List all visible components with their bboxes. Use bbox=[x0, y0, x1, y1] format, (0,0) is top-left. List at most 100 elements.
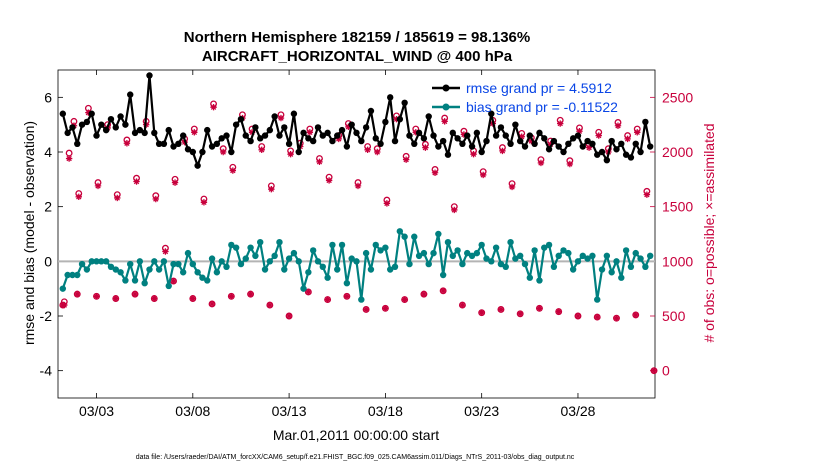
rmse-point bbox=[285, 140, 293, 147]
rmse-point bbox=[223, 132, 230, 139]
rmse-point bbox=[411, 140, 418, 147]
rmse-point bbox=[131, 129, 139, 137]
obs-assimilated-point bbox=[75, 193, 82, 201]
bias-point bbox=[131, 277, 139, 284]
obs-assimilated-point bbox=[85, 109, 92, 116]
y-right-tick-label: 1500 bbox=[662, 199, 693, 215]
bias-point bbox=[305, 269, 312, 276]
rmse-point bbox=[382, 118, 389, 126]
obs-assimilated-point bbox=[364, 146, 371, 154]
y-left-tick-label: -4 bbox=[40, 363, 53, 379]
bias-point bbox=[281, 266, 288, 273]
obs-assimilated-point bbox=[479, 171, 487, 179]
bias-point bbox=[642, 263, 649, 270]
obs-assimilated-point bbox=[229, 167, 237, 174]
bias-point bbox=[93, 258, 100, 265]
rmse-point bbox=[545, 146, 553, 153]
rmse-point bbox=[492, 132, 500, 139]
obs-low-assimilated-point bbox=[497, 306, 505, 313]
bias-point bbox=[565, 249, 572, 257]
obs-assimilated-point bbox=[441, 118, 448, 125]
obs-assimilated-point bbox=[219, 148, 227, 156]
bias-point bbox=[579, 252, 586, 260]
obs-assimilated-point bbox=[287, 150, 294, 158]
obs-low-assimilated-point bbox=[536, 305, 543, 312]
bias-point bbox=[387, 266, 394, 273]
rmse-point bbox=[622, 151, 630, 158]
y-left-tick-label: -2 bbox=[40, 308, 53, 324]
rmse-point bbox=[502, 132, 509, 139]
rmse-point bbox=[579, 143, 586, 150]
rmse-series bbox=[59, 72, 654, 169]
obs-assimilated-point bbox=[354, 182, 362, 190]
obs-low-assimilated-point bbox=[594, 313, 601, 321]
bias-point bbox=[425, 260, 432, 268]
legend-marker-bias bbox=[442, 103, 450, 111]
obs-low-assimilated-point bbox=[650, 367, 658, 374]
rmse-point bbox=[165, 126, 172, 134]
obs-assimilated-point bbox=[316, 158, 323, 166]
chart-title-line1: Northern Hemisphere 182159 / 185619 = 98… bbox=[184, 29, 530, 46]
rmse-point bbox=[107, 116, 115, 123]
rmse-point bbox=[305, 135, 312, 142]
obs-low-assimilated-point bbox=[74, 290, 81, 298]
obs-low-assimilated-point bbox=[382, 305, 389, 312]
bias-point bbox=[646, 252, 654, 260]
bias-point bbox=[319, 263, 326, 270]
rmse-point bbox=[454, 135, 461, 142]
obs-assimilated-point bbox=[595, 132, 602, 139]
rmse-point bbox=[507, 140, 514, 147]
bias-point bbox=[257, 239, 264, 246]
bias-point bbox=[382, 244, 389, 251]
bias-point bbox=[170, 260, 177, 268]
rmse-point bbox=[257, 135, 264, 142]
y-left-tick-label: 6 bbox=[44, 89, 52, 105]
y-axis-left: 6 4 2 0 -2 -4 bbox=[40, 89, 63, 379]
rmse-point bbox=[353, 129, 360, 137]
obs-assimilated-point bbox=[152, 195, 159, 203]
rmse-point bbox=[179, 132, 187, 139]
rmse-point bbox=[550, 137, 558, 145]
rmse-point bbox=[415, 129, 423, 137]
rmse-point bbox=[521, 143, 529, 150]
obs-low-assimilated-point bbox=[170, 277, 177, 285]
bias-point bbox=[478, 241, 485, 249]
bias-point bbox=[507, 239, 514, 246]
rmse-point bbox=[589, 140, 596, 147]
obs-low-assimilated-point bbox=[324, 296, 331, 303]
obs-low-assimilated-point bbox=[93, 293, 100, 300]
bias-point bbox=[420, 249, 428, 257]
obs-assimilated-point bbox=[537, 159, 545, 167]
bias-point bbox=[488, 258, 495, 265]
bias-point bbox=[247, 244, 254, 251]
obs-low-assimilated-point bbox=[285, 312, 293, 320]
rmse-point bbox=[512, 121, 519, 128]
obs-assimilated-point bbox=[528, 137, 535, 145]
y-right-tick-label: 2500 bbox=[662, 89, 693, 105]
obs-low-assimilated-point bbox=[208, 300, 216, 308]
rmse-point bbox=[367, 107, 375, 115]
obs-low-assimilated-point bbox=[459, 301, 466, 309]
bias-point bbox=[637, 255, 644, 262]
rmse-point bbox=[141, 129, 148, 137]
y-left-tick-label: 2 bbox=[44, 199, 52, 215]
obs-low-assimilated-point bbox=[555, 308, 562, 315]
obs-low-assimilated-point bbox=[228, 293, 235, 300]
plot-area bbox=[57, 69, 656, 399]
bias-point bbox=[406, 260, 413, 268]
y-axis-right-label: # of obs: o=possible; ×=assimilated bbox=[701, 123, 717, 342]
obs-low-assimilated-point bbox=[613, 314, 620, 322]
data-file-footnote: data file: /Users/raeder/DAI/ATM_forcXX/… bbox=[136, 454, 575, 461]
x-tick-label: 03/23 bbox=[464, 403, 499, 419]
bias-point bbox=[367, 266, 375, 273]
obs-assimilated-point bbox=[335, 135, 342, 143]
bias-point bbox=[266, 258, 274, 265]
bias-point bbox=[555, 252, 562, 260]
bias-point bbox=[353, 258, 360, 265]
bias-point bbox=[531, 247, 538, 254]
bias-point bbox=[516, 252, 524, 260]
bias-point bbox=[59, 285, 67, 292]
obs-assimilated-point bbox=[566, 160, 574, 168]
bias-point bbox=[199, 274, 206, 281]
obs-low-assimilated-point bbox=[478, 309, 485, 316]
